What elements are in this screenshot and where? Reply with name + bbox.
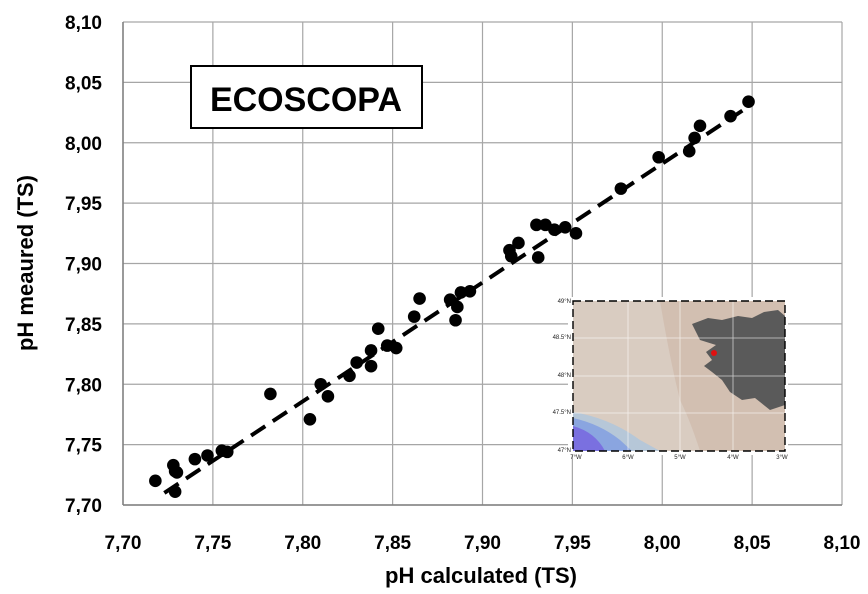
y-axis-title: pH meaured (TS) [13,175,38,351]
data-point [264,387,277,401]
data-point [303,412,317,426]
data-point [463,284,477,298]
x-tick-label: 8,00 [644,533,681,554]
y-tick-label: 8,10 [65,13,102,34]
x-axis-title: pH calculated (TS) [385,563,577,588]
inset-map-y-label: 48°N [558,373,571,379]
data-point [682,144,696,158]
x-tick-label: 7,85 [374,533,411,554]
x-tick-label: 7,80 [284,533,321,554]
inset-map-x-labels: 7°W 6°W 5°W 4°W 3°W [570,455,788,461]
annotation-badge: ECOSCOPA [190,65,423,129]
x-tick-label: 8,05 [734,533,771,554]
data-point [350,356,363,369]
data-point [149,474,162,488]
y-tick-label: 8,00 [65,134,102,155]
inset-map-border [572,300,786,452]
data-point [413,292,426,305]
data-point [693,119,707,133]
data-point [343,369,356,383]
data-point [220,445,234,459]
inset-map-y-labels: 49°N 48.5°N 48°N 47.5°N 47°N [553,299,571,454]
data-point [504,249,518,263]
data-point [170,466,184,479]
data-point [530,218,543,232]
station-marker [711,350,717,356]
inset-map-x-label: 6°W [622,455,634,461]
data-point [201,449,214,462]
data-point [451,300,464,314]
x-tick-label: 7,95 [554,533,591,554]
annotation-box [190,65,423,129]
data-point [512,236,525,250]
x-tick-label: 7,70 [105,533,142,554]
inset-map-x-label: 7°W [570,455,582,461]
data-point [364,359,378,373]
data-point [569,227,583,240]
inset-map-land [692,310,785,410]
inset-map-x-label: 4°W [727,455,739,461]
data-point [558,220,572,234]
y-tick-label: 7,75 [65,436,102,457]
data-point [389,341,403,355]
x-tick-labels: 7,70 7,75 7,80 7,85 7,90 7,95 8,00 8,05 8,10 [105,533,861,554]
x-tick-label: 7,75 [194,533,231,554]
data-point [742,95,755,108]
data-point [407,310,421,323]
annotation-text: ECOSCOPA [210,81,402,119]
inset-map-y-label: 47.5°N [553,410,571,416]
data-point [321,390,335,403]
data-point [548,223,561,236]
y-tick-label: 8,05 [65,73,102,94]
inset-map: 7°W 6°W 5°W 4°W 3°W 49°N 48.5°N 48°N 47.5°N 47°N [553,297,788,461]
data-point [371,322,385,336]
y-tick-label: 7,95 [65,194,102,215]
inset-map-y-label: 47°N [558,448,571,454]
y-tick-label: 7,90 [65,255,102,276]
y-tick-labels: 7,70 7,75 7,80 7,85 7,90 7,95 8,00 8,05 8,10 [65,13,102,517]
inset-map-abyss [573,426,605,451]
data-point [652,150,665,164]
data-point [168,485,182,499]
inset-map-y-label: 49°N [558,299,571,305]
y-tick-label: 7,85 [65,315,102,336]
x-tick-label: 7,90 [464,533,501,554]
data-point [724,109,737,123]
data-point [364,344,378,357]
inset-map-y-label: 48.5°N [553,335,571,341]
x-tick-label: 8,10 [824,533,861,554]
data-point [531,251,545,264]
inset-map-graticule [573,301,785,451]
data-point [688,131,701,145]
y-tick-label: 7,80 [65,375,102,396]
data-points [149,95,755,499]
inset-map-x-label: 3°W [776,455,788,461]
data-point [449,313,462,327]
data-point [614,182,628,195]
data-point [188,452,202,466]
y-tick-label: 7,70 [65,496,102,517]
inset-map-x-label: 5°W [674,455,686,461]
data-point [314,377,328,391]
plot-frame [122,22,842,506]
